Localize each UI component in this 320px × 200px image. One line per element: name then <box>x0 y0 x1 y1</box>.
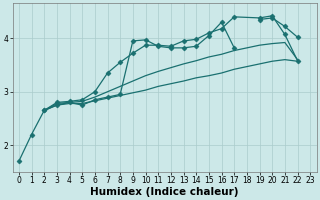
X-axis label: Humidex (Indice chaleur): Humidex (Indice chaleur) <box>90 187 239 197</box>
